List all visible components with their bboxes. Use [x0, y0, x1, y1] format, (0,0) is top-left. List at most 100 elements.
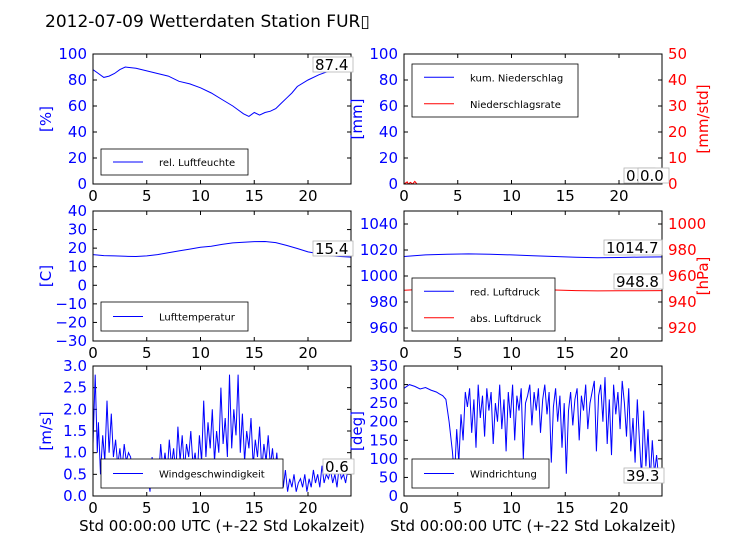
xtick-label: 20	[609, 499, 628, 517]
xlabel: Std 00:00:00 UTC (+-22 Std Lokalzeit)	[390, 517, 676, 535]
xtick-label: 20	[298, 499, 317, 517]
ytick-label: 3.0	[63, 357, 87, 375]
chart-title: 2012-07-09 Wetterdaten Station FUR▯	[45, 12, 370, 32]
xtick-label: 15	[245, 187, 264, 205]
current-value: 1014.7	[606, 239, 659, 257]
current-value: 87.4	[315, 56, 348, 74]
value-box	[637, 167, 670, 184]
xtick-label: 10	[191, 187, 210, 205]
ytick-label: 200	[369, 413, 398, 431]
xtick-label: 15	[556, 187, 575, 205]
xtick-label: 5	[142, 499, 152, 517]
series-line-0	[404, 377, 662, 482]
panel-humidity: 0 20 40 60 80 100 0 5 10 15 20 [%] rel. Luftfeuchte 8…	[37, 45, 354, 205]
current-value: 948.8	[616, 273, 659, 291]
current-value: 0.6	[325, 458, 349, 476]
legend-label: Windrichtung	[470, 470, 537, 481]
ytick-label: 60	[68, 97, 87, 115]
xtick-label: 15	[556, 499, 575, 517]
xtick-label: 10	[191, 499, 210, 517]
ytick-label: 300	[369, 376, 398, 394]
xtick-label: 15	[556, 344, 575, 362]
ytick-label: 1.5	[63, 422, 87, 440]
legend-label: Lufttemperatur	[159, 313, 236, 324]
xtick-label: 0	[88, 499, 98, 517]
y2tick-label: 20	[668, 123, 687, 141]
ytick-label: 350	[369, 357, 398, 375]
ytick-label: 100	[58, 45, 87, 63]
legend-box	[411, 277, 556, 332]
plot-frame	[403, 365, 663, 497]
y2tick-label: 10	[668, 149, 687, 167]
legend: Lufttemperatur	[100, 301, 249, 332]
ytick-label: 1.0	[63, 444, 87, 462]
ytick-label: 2.5	[63, 379, 87, 397]
ylabel: [deg]	[348, 411, 366, 451]
legend-label: Windgeschwindigkeit	[159, 470, 265, 481]
ytick-label: 150	[369, 431, 398, 449]
ytick-label: 20	[379, 149, 398, 167]
plot-frame	[403, 53, 663, 185]
series-line-0	[93, 66, 351, 117]
ytick-label: 40	[379, 123, 398, 141]
ylabel: [C]	[37, 265, 55, 287]
legend-label: rel. Luftfeuchte	[159, 158, 235, 169]
ytick-label: 0	[77, 175, 87, 193]
ytick-label: 10	[68, 258, 87, 276]
value-box	[603, 239, 663, 256]
y2tick-label: 940	[668, 293, 697, 311]
ytick-label: 30	[68, 221, 87, 239]
plot-frame	[92, 210, 352, 342]
ytick-label: 1040	[360, 215, 398, 233]
legend-label: Niederschlagsrate	[470, 100, 561, 111]
y2label: [mm/std]	[694, 84, 712, 153]
y2label: [hPa]	[694, 257, 712, 296]
series-line-1	[404, 180, 662, 184]
value-box	[613, 273, 664, 290]
ytick-label: 250	[369, 394, 398, 412]
xtick-label: 20	[298, 344, 317, 362]
xtick-label: 10	[191, 344, 210, 362]
y2tick-label: 50	[668, 45, 687, 63]
ytick-label: −10	[55, 295, 87, 313]
xtick-label: 0	[399, 499, 409, 517]
xtick-label: 15	[245, 344, 264, 362]
xtick-label: 20	[298, 187, 317, 205]
series-line-0	[93, 240, 351, 258]
plot-frame	[92, 365, 352, 497]
panel-windspeed: 0.0 0.5 1.0 1.5 2.0 2.5 3.0 0 5 10 15 20 [m/s] Std 00…	[37, 357, 365, 535]
ytick-label: −30	[55, 332, 87, 350]
current-value: 39.3	[626, 467, 659, 485]
y2tick-label: 920	[668, 319, 697, 337]
ytick-label: 80	[379, 71, 398, 89]
xtick-label: 10	[502, 344, 521, 362]
ytick-label: 20	[68, 239, 87, 257]
xtick-label: 10	[502, 499, 521, 517]
ytick-label: 0.0	[63, 487, 87, 505]
legend-label: kum. Niederschlag	[470, 73, 563, 84]
ylabel: [%]	[37, 106, 55, 132]
ytick-label: 100	[369, 45, 398, 63]
ytick-label: 40	[68, 202, 87, 220]
value-box	[312, 56, 354, 73]
xtick-label: 0	[399, 344, 409, 362]
legend: rel. Luftfeuchte	[100, 148, 249, 176]
xtick-label: 20	[609, 344, 628, 362]
ytick-label: 20	[68, 149, 87, 167]
panel-precipitation: 0 20 40 60 80 100 0 10 20 30 40 50 0 5 10 15 20 [mm] [mm/s…	[348, 45, 712, 205]
y2tick-label: 980	[668, 241, 697, 259]
legend-box	[411, 63, 579, 118]
y2tick-label: 1000	[668, 215, 706, 233]
current-value: 0.0	[640, 167, 664, 185]
xtick-label: 0	[88, 344, 98, 362]
ytick-label: 0	[77, 276, 87, 294]
panel-pressure: 960 980 1000 1020 1040 920 940 960 980 1000 0 5 10 15…	[360, 210, 712, 362]
legend-box	[100, 458, 284, 489]
xtick-label: 5	[453, 344, 463, 362]
legend: Windgeschwindigkeit	[100, 458, 284, 489]
xtick-label: 10	[502, 187, 521, 205]
